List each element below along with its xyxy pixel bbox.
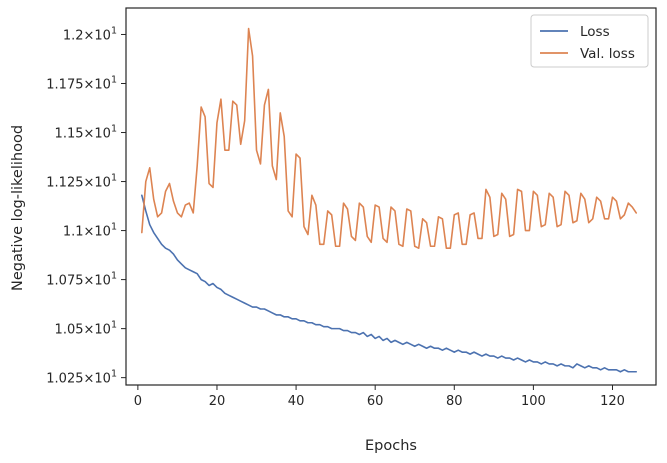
- series-layer: [141, 27, 638, 373]
- x-axis-label: Epochs: [365, 438, 417, 454]
- y-tick-label: 1.15×101: [55, 124, 117, 142]
- legend-label: Loss: [580, 24, 610, 40]
- y-axis-label: Negative log-likelihood: [10, 125, 26, 291]
- y-tick-label: 1.025×101: [46, 369, 117, 387]
- x-tick-label: 40: [288, 394, 305, 409]
- legend: Loss Val. loss: [530, 14, 649, 68]
- x-tick-label: 120: [600, 394, 625, 409]
- y-tick-label: 1.2×101: [63, 25, 117, 43]
- y-tick-label: 1.125×101: [46, 173, 117, 191]
- y-tick-label: 1.075×101: [46, 271, 117, 289]
- y-axis: 1.025×101 1.05×101 1.075×101 1.1×101 1.125×1…: [46, 25, 126, 387]
- legend-label: Val. loss: [580, 46, 635, 62]
- y-tick-label: 1.1×101: [63, 222, 117, 240]
- x-axis: 0 20 40 60 80 100 120: [134, 385, 625, 409]
- y-tick-label: 1.175×101: [46, 74, 117, 92]
- series-line-val-loss: [141, 27, 638, 250]
- x-tick-label: 80: [446, 394, 463, 409]
- series-line-loss: [141, 194, 638, 373]
- x-tick-label: 60: [367, 394, 384, 409]
- x-tick-label: 20: [209, 394, 226, 409]
- x-tick-label: 0: [134, 394, 142, 409]
- y-tick-label: 1.05×101: [55, 320, 117, 338]
- plot-frame: [125, 7, 657, 386]
- x-tick-label: 100: [521, 394, 546, 409]
- legend-box: [530, 14, 649, 68]
